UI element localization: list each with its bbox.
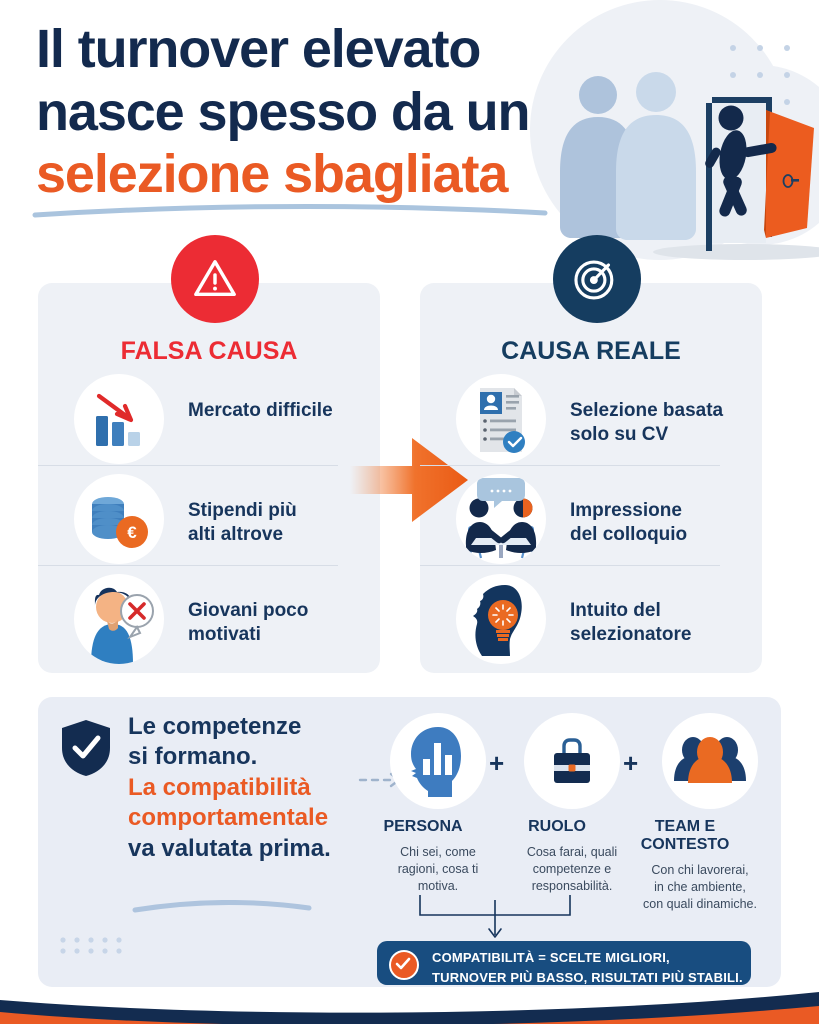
svg-text:€: € [127, 523, 137, 542]
